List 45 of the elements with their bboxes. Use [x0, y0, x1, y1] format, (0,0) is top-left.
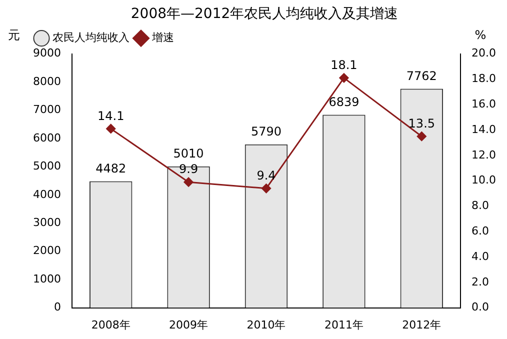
legend-label: 农民人均纯收入 [52, 31, 130, 44]
y2-tick-label: 12.0 [472, 148, 496, 162]
point [339, 73, 349, 83]
x-tick-label: 2008年 [91, 318, 130, 332]
y-tick-label: 0 [54, 300, 61, 314]
y-tick-label: 5000 [32, 160, 61, 173]
data-label: 4482 [96, 161, 126, 176]
y2-tick-label: 4.0 [472, 250, 490, 263]
y2-tick-label: 14.0 [472, 122, 496, 136]
point [184, 177, 194, 187]
y2-tick-label: 0.0 [472, 300, 490, 314]
y-tick-label: 6000 [32, 131, 61, 144]
data-label: 6839 [328, 94, 360, 109]
data-label: 14.1 [97, 108, 124, 123]
y2-tick-label: 20.0 [472, 46, 496, 60]
y2-tick-label: 2.0 [472, 275, 490, 288]
data-label: 18.1 [330, 58, 358, 72]
x-tick-label: 2011年 [324, 318, 364, 332]
y2-tick-label: 16.0 [472, 97, 496, 110]
y2-tick-label: 6.0 [472, 224, 490, 238]
point [262, 184, 271, 194]
y-tick-label: 1000 [32, 272, 61, 286]
y-axis-title: 元 [8, 28, 20, 42]
y2-tick-label: 10.0 [472, 174, 496, 187]
x-tick-label: 2010年 [246, 318, 286, 332]
data-label: 5790 [250, 124, 282, 139]
y2-axis-title: % [474, 28, 486, 42]
point [416, 132, 426, 142]
x-tick-label: 2009年 [169, 318, 208, 332]
y2-tick-label: 18.0 [472, 72, 496, 86]
point [106, 124, 116, 134]
data-label: 9.4 [256, 168, 276, 183]
y-tick-label: 3000 [32, 216, 61, 229]
y-tick-label: 7000 [32, 103, 61, 116]
x-tick-label: 2012年 [402, 318, 442, 332]
chart-title: 2008年—2012年农民人均纯收入及其增速 [130, 6, 398, 22]
y-tick-label: 4000 [32, 188, 61, 201]
y-tick-label: 9000 [32, 46, 61, 60]
legend-label: 增速 [151, 31, 174, 44]
data-label: 7762 [406, 68, 437, 83]
data-label: 13.5 [408, 116, 436, 130]
y-tick-label: 8000 [32, 74, 61, 88]
y2-tick-label: 8.0 [472, 199, 490, 212]
y-tick-label: 2000 [32, 244, 61, 258]
data-label: 5010 [173, 146, 204, 161]
